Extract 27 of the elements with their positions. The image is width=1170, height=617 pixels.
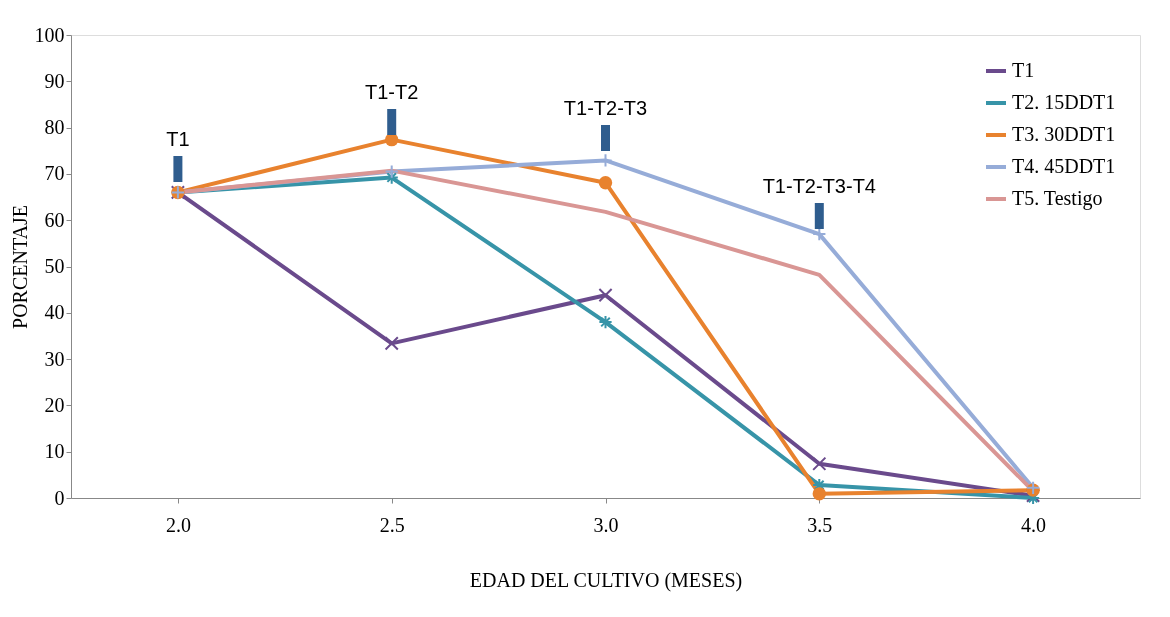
y-tick-label: 40	[44, 301, 65, 324]
x-axis-title: EDAD DEL CULTIVO (MESES)	[469, 568, 743, 592]
annotation: T1-T2-T3	[563, 97, 648, 119]
y-tick-label: 100	[34, 23, 65, 46]
y-tick-label: 10	[44, 440, 65, 463]
annotation: T1	[166, 128, 190, 150]
y-axis-title: PORCENTAJE	[8, 205, 31, 329]
y-tick-label: 30	[44, 347, 65, 370]
x-tick-label: 2.5	[379, 513, 405, 536]
y-tick-label: 80	[44, 116, 65, 139]
x-tick-label: 3.5	[807, 513, 833, 536]
legend-label: T4. 45DDT1	[1012, 155, 1116, 177]
y-tick-label: 20	[44, 393, 65, 416]
annotation: T1-T2	[365, 81, 419, 103]
legend-label: T1	[1012, 59, 1035, 81]
legend-label: T3. 30DDT1	[1012, 123, 1116, 145]
annotation: T1-T2-T3-T4	[762, 175, 876, 197]
x-tick-label: 4.0	[1021, 513, 1047, 536]
x-tick-label: 3.0	[593, 513, 619, 536]
y-tick-label: 70	[44, 162, 65, 185]
y-tick-label: 90	[44, 69, 65, 92]
x-tick-label: 2.0	[165, 513, 191, 536]
y-tick-label: 0	[54, 486, 65, 509]
legend-label: T5. Testigo	[1012, 187, 1103, 210]
y-tick-label: 60	[44, 208, 65, 231]
y-tick-label: 50	[44, 255, 65, 277]
legend-label: T2. 15DDT1	[1012, 91, 1116, 113]
